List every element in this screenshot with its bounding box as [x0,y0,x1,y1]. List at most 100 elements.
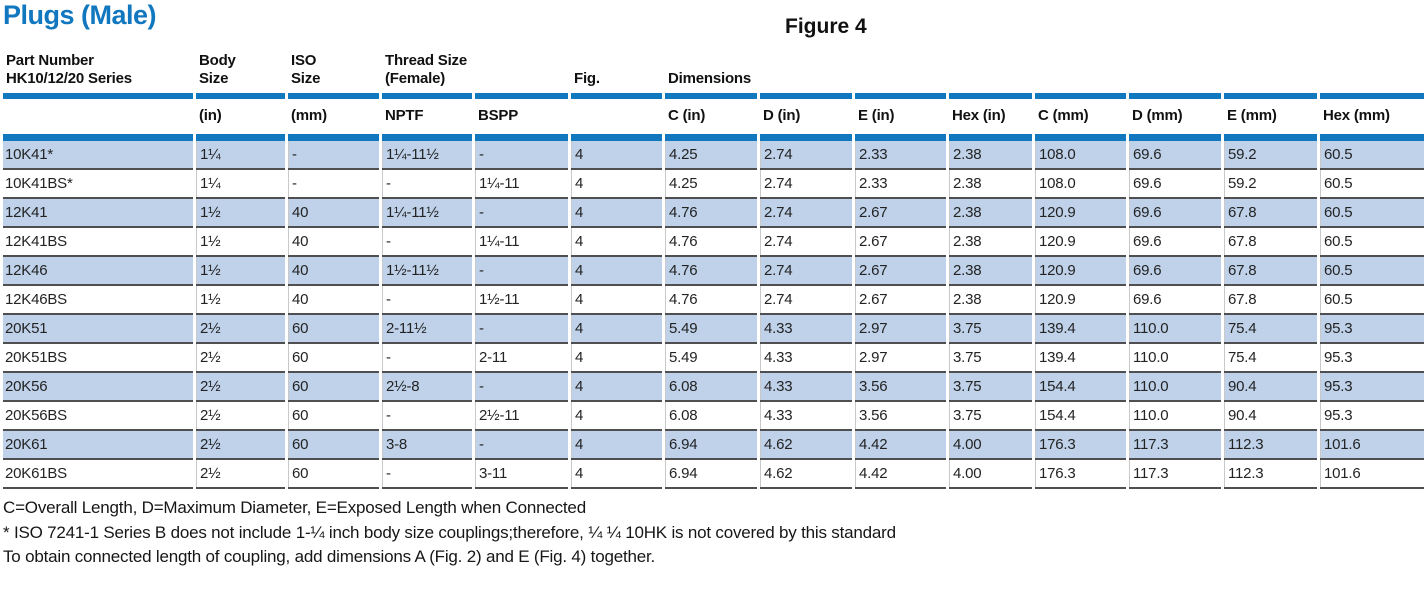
cell-hex-in: 3.75 [949,315,1032,344]
cell-e-mm: 112.3 [1224,431,1317,460]
cell-part-number: 20K51 [3,315,193,344]
cell-iso-size-mm: - [288,141,379,170]
blue-bar-segment [571,134,662,141]
cell-c-mm: 108.0 [1035,141,1126,170]
cell-body-size-in: 2½ [196,344,285,373]
cell-iso-size-mm: - [288,170,379,199]
subheader-nptf: NPTF [385,107,424,124]
cell-part-number: 10K41* [3,141,193,170]
blue-bar-segment [571,93,662,99]
cell-e-in: 4.42 [855,460,946,489]
cell-fig: 4 [571,315,662,344]
blue-bar-segment [665,134,757,141]
table-row-10k41bs: 10K41BS* 1¼ - -1¼-11 4 4.25 2.74 2.33 2.38 108.0 6… [3,170,1425,199]
blue-bar-segment [1320,93,1425,99]
cell-hex-mm: 101.6 [1320,460,1425,489]
header-fig: Fig. [574,70,600,87]
blue-bar-segment [855,134,946,141]
cell-body-size-in: 1¼ [196,170,285,199]
cell-body-size-in: 2½ [196,402,285,431]
subheader-bspp: BSPP [478,107,519,124]
blue-bar-segment [760,134,852,141]
cell-body-size-in: 2½ [196,315,285,344]
cell-e-in: 2.67 [855,199,946,228]
cell-hex-mm: 95.3 [1320,315,1425,344]
cell-c-in: 5.49 [665,344,757,373]
blue-divider-bar [3,93,1425,99]
cell-bspp: 2-11 [475,344,568,373]
cell-c-mm: 176.3 [1035,431,1126,460]
cell-nptf: 1½-11½ [382,257,472,286]
cell-hex-in: 2.38 [949,228,1032,257]
blue-bar-segment [1224,93,1317,99]
cell-c-in: 4.76 [665,286,757,315]
cell-iso-size-mm: 60 [288,315,379,344]
blue-bar-segment [665,93,757,99]
blue-bar-segment [855,93,946,99]
cell-c-mm: 139.4 [1035,315,1126,344]
cell-d-mm: 69.6 [1129,141,1221,170]
cell-e-mm: 67.8 [1224,199,1317,228]
cell-d-in: 2.74 [760,257,852,286]
cell-fig: 4 [571,257,662,286]
header-dimensions: Dimensions [668,70,752,87]
cell-e-mm: 75.4 [1224,315,1317,344]
blue-bar-segment [288,134,379,141]
cell-e-in: 2.67 [855,228,946,257]
cell-d-mm: 69.6 [1129,257,1221,286]
blue-bar-segment [1320,134,1425,141]
blue-bar-segment [382,134,472,141]
cell-bspp: 1¼-11 [475,170,568,199]
subheader-hex-in: Hex (in) [952,107,1006,124]
cell-d-mm: 110.0 [1129,315,1221,344]
note-iso-standard: * ISO 7241-1 Series B does not include 1… [3,522,896,542]
blue-divider-bar [3,134,1425,141]
cell-d-in: 4.33 [760,373,852,402]
blue-bar-segment [475,134,568,141]
cell-c-in: 6.08 [665,402,757,431]
sub-header-row: (in) (mm) NPTF BSPP C (in) D (in) E (in)… [3,99,1424,134]
table-row-12k41bs: 12K41BS 1½ 40-1¼-11 4 4.76 2.74 2.67 2.38 120.9 6… [3,228,1425,257]
footnotes: C=Overall Length, D=Maximum Diameter, E=… [3,496,896,570]
cell-d-in: 4.62 [760,460,852,489]
cell-hex-mm: 60.5 [1320,257,1425,286]
page-title: Plugs (Male) [3,0,157,30]
table-row-20k56bs: 20K56BS 2½ 60-2½-11 4 6.08 4.33 3.56 3.75 154.4 1… [3,402,1425,431]
cell-d-in: 4.33 [760,344,852,373]
cell-body-size-in: 2½ [196,373,285,402]
cell-d-mm: 117.3 [1129,431,1221,460]
table-row-12k46: 12K46 1½ 40 1½-11½ -4 4.76 2.74 2.67 2.38 120.9 69… [3,257,1425,286]
header-iso-size: ISO Size [291,52,321,87]
blue-bar-segment [1129,134,1221,141]
blue-bar-segment [1035,134,1126,141]
subheader-iso-size-mm: (mm) [291,107,327,124]
cell-hex-in: 2.38 [949,170,1032,199]
cell-c-in: 4.25 [665,141,757,170]
group-header-row: Part Number HK10/12/20 Series Body Size … [3,40,1424,93]
cell-iso-size-mm: 40 [288,286,379,315]
cell-d-mm: 69.6 [1129,199,1221,228]
note-dimension-legend: C=Overall Length, D=Maximum Diameter, E=… [3,498,586,517]
cell-nptf: - [382,170,472,199]
cell-nptf: 2½-8 [382,373,472,402]
subheader-part-number [3,99,193,134]
blue-bar-segment [3,134,193,141]
cell-part-number: 12K41BS [3,228,193,257]
cell-nptf: - [382,460,472,489]
cell-hex-in: 2.38 [949,286,1032,315]
table-row-12k41: 12K41 1½ 40 1¼-11½ -4 4.76 2.74 2.67 2.38 120.9 69… [3,199,1425,228]
cell-part-number: 20K51BS [3,344,193,373]
cell-d-mm: 110.0 [1129,344,1221,373]
cell-body-size-in: 1½ [196,228,285,257]
cell-d-in: 2.74 [760,199,852,228]
cell-iso-size-mm: 60 [288,431,379,460]
cell-part-number: 10K41BS* [3,170,193,199]
cell-nptf: - [382,402,472,431]
cell-hex-in: 3.75 [949,402,1032,431]
cell-e-mm: 67.8 [1224,257,1317,286]
cell-d-mm: 110.0 [1129,373,1221,402]
cell-body-size-in: 2½ [196,431,285,460]
cell-fig: 4 [571,402,662,431]
table-body: 10K41* 1¼ -1¼-11½ -4 4.25 2.74 2.33 2.38 108.0 69… [3,141,1425,489]
